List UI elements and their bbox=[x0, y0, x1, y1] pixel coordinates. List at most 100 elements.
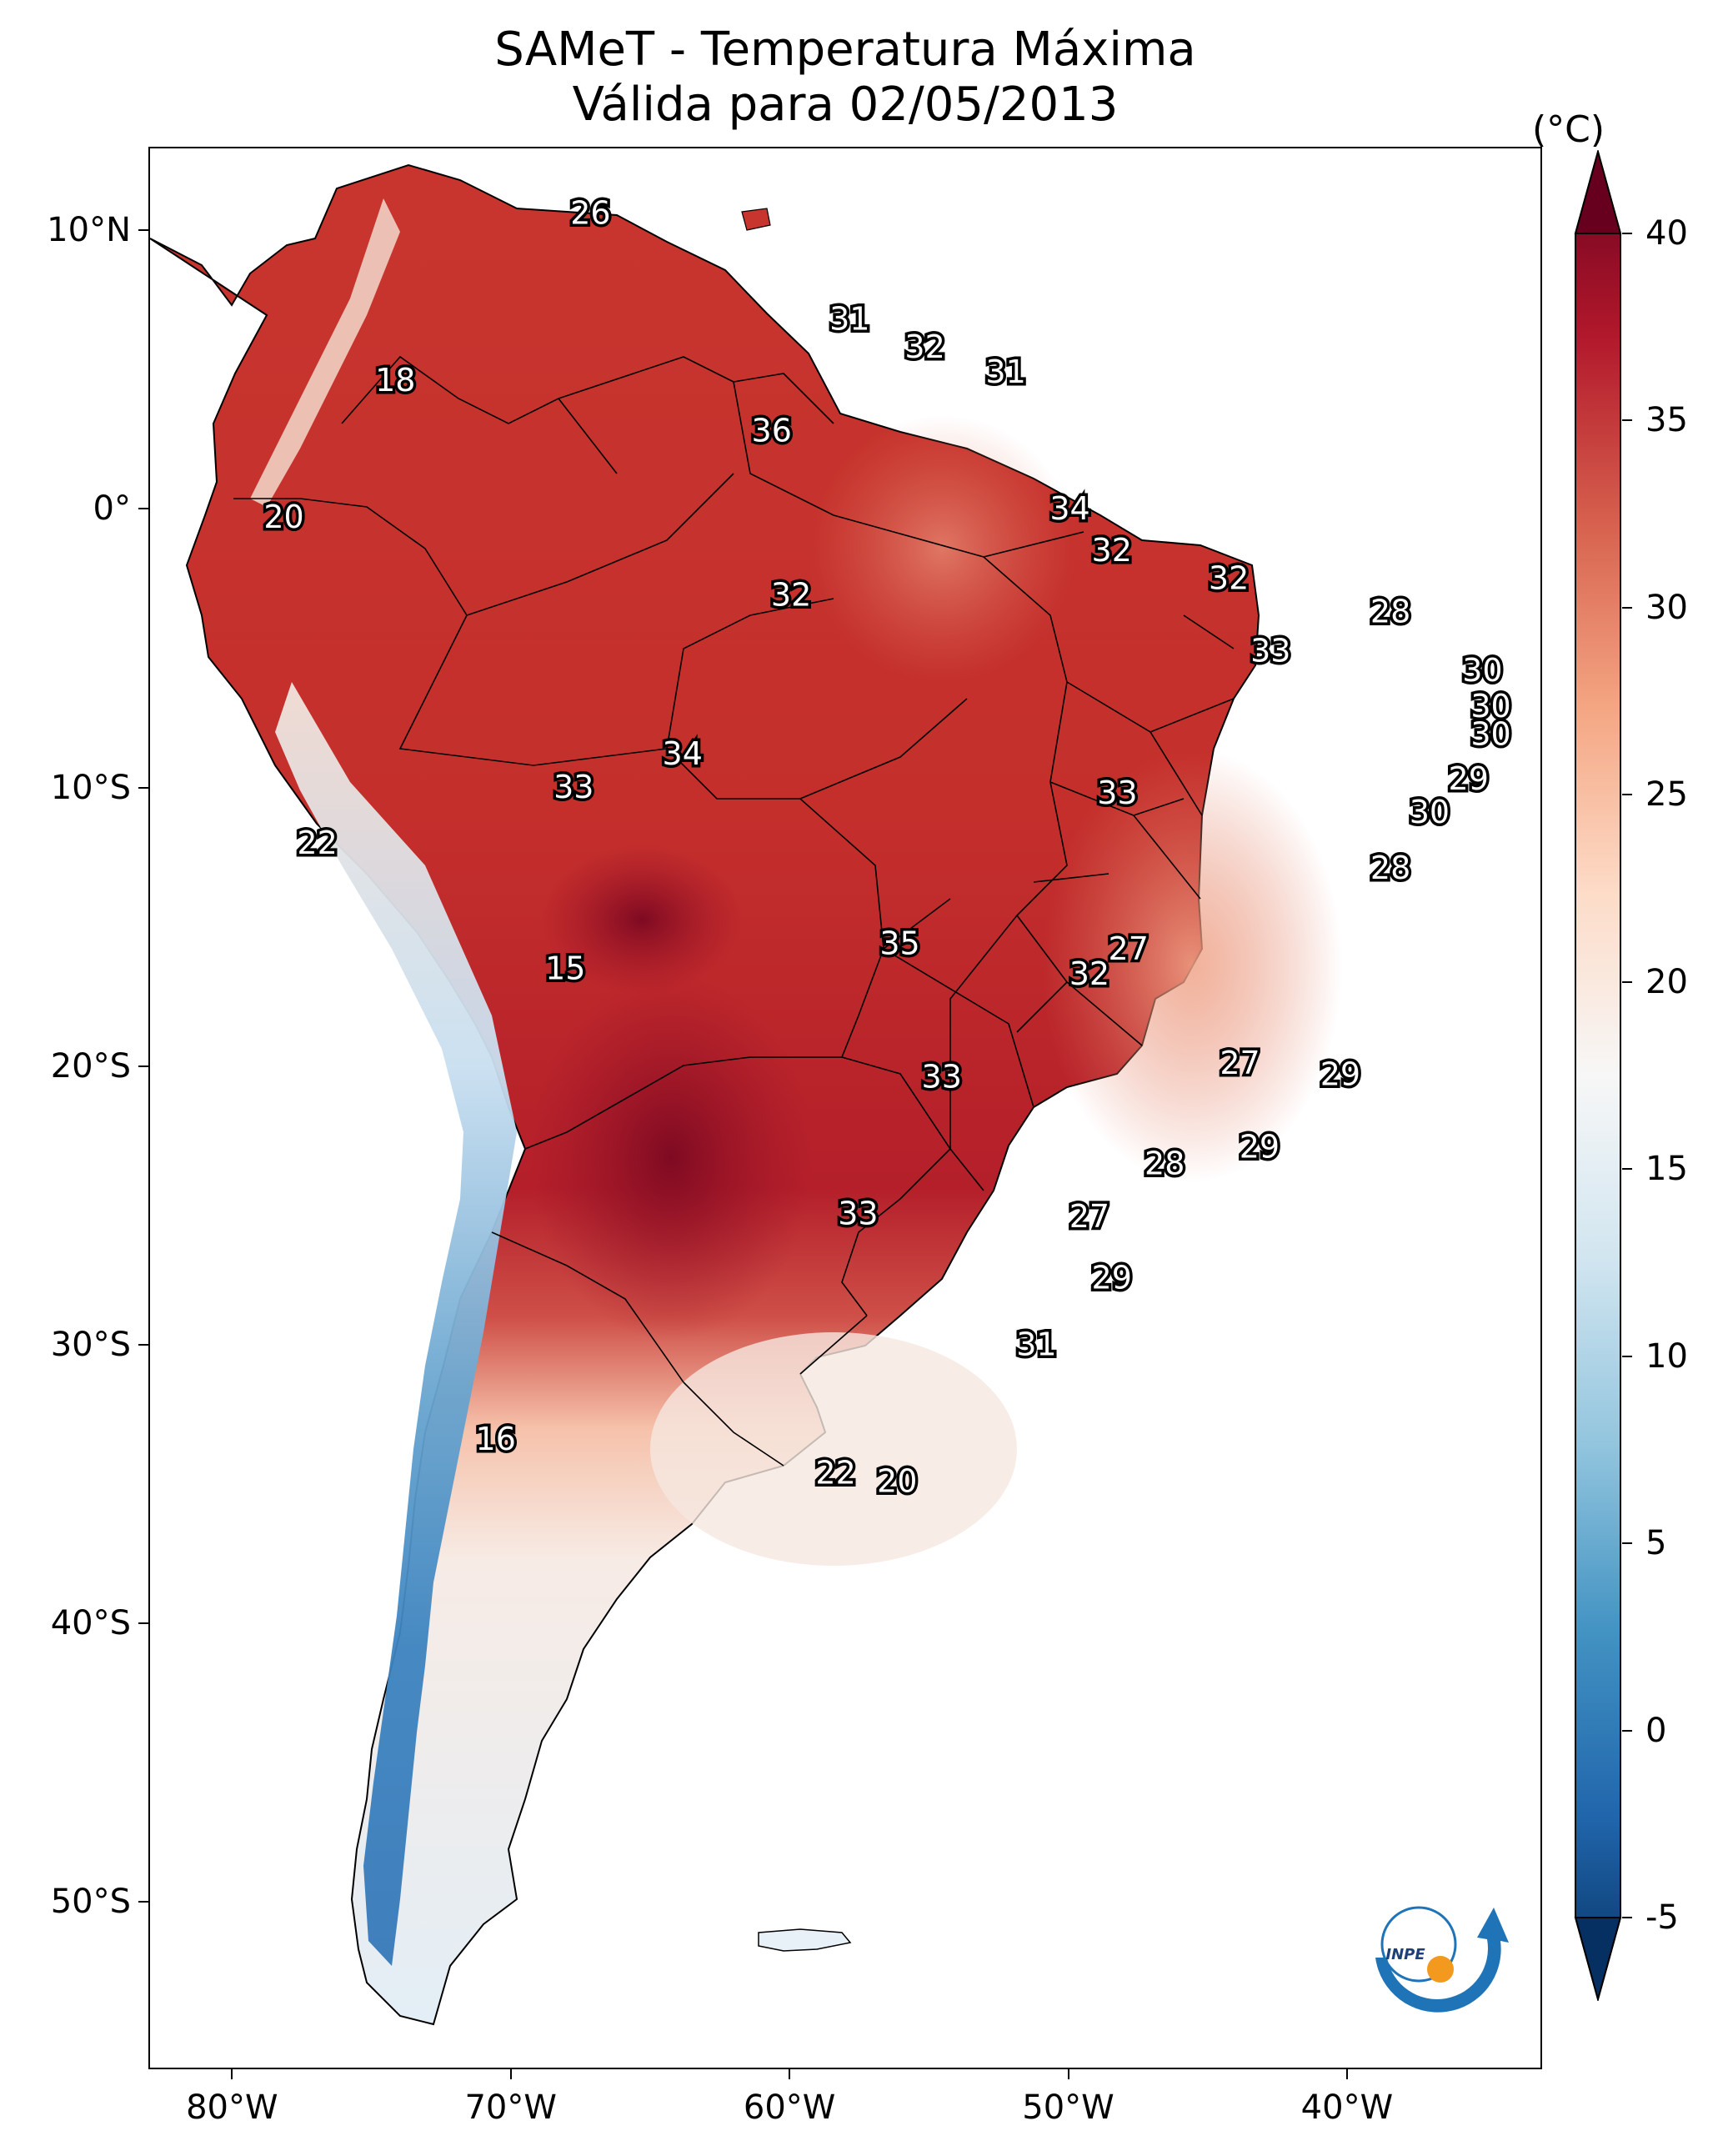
value-label: 20 bbox=[877, 1462, 917, 1499]
lon-tick-mark bbox=[789, 2069, 791, 2079]
colorbar bbox=[1574, 150, 1622, 2001]
value-label: 18 bbox=[375, 362, 415, 399]
falkland-islands bbox=[758, 1928, 852, 1952]
value-label: 30 bbox=[1410, 794, 1450, 830]
value-label: 16 bbox=[476, 1421, 516, 1457]
lat-tick-mark bbox=[138, 1622, 148, 1625]
lon-tick-label: 60°W bbox=[743, 2088, 836, 2127]
value-label: 36 bbox=[752, 412, 792, 449]
lat-tick-label: 30°S bbox=[50, 1326, 131, 1365]
colorbar-min-extend bbox=[1574, 1917, 1622, 2001]
value-label: 32 bbox=[1092, 532, 1132, 569]
country-borders bbox=[233, 355, 1235, 1467]
lon-tick-label: 80°W bbox=[186, 2088, 278, 2127]
hot-core-bolivia bbox=[542, 845, 742, 995]
colorbar-tick-label: 35 bbox=[1645, 401, 1688, 440]
value-label: 33 bbox=[838, 1196, 878, 1232]
colorbar-tick-mark bbox=[1622, 1917, 1632, 1918]
colorbar-tick-label: 30 bbox=[1645, 588, 1688, 627]
hot-core-chaco bbox=[529, 974, 813, 1341]
inpe-logo-swoosh bbox=[1375, 1908, 1509, 2013]
value-label: 32 bbox=[771, 577, 811, 614]
colorbar-max-extend bbox=[1574, 150, 1622, 234]
lat-tick-label: 10°N bbox=[47, 211, 131, 250]
value-label: 26 bbox=[570, 195, 610, 232]
colorbar-tick-mark bbox=[1622, 1355, 1632, 1357]
lon-tick-mark bbox=[231, 2069, 233, 2079]
colorbar-tick-mark bbox=[1622, 606, 1632, 609]
value-label: 28 bbox=[1370, 594, 1410, 630]
value-label: 33 bbox=[1250, 632, 1290, 669]
colorbar-tick-label: 10 bbox=[1645, 1336, 1688, 1376]
mild-east-brazil bbox=[1042, 749, 1342, 1182]
lat-tick-label: 10°S bbox=[50, 768, 131, 807]
lat-tick-label: 0° bbox=[93, 489, 131, 529]
value-label: 27 bbox=[1220, 1045, 1260, 1081]
value-label: 32 bbox=[1209, 560, 1249, 597]
colorbar-tick-label: 40 bbox=[1645, 214, 1688, 253]
value-label: 31 bbox=[1016, 1326, 1056, 1363]
value-label: 29 bbox=[1092, 1259, 1132, 1296]
colorbar-tick-mark bbox=[1622, 233, 1632, 234]
lat-tick-mark bbox=[138, 786, 148, 789]
lon-tick-label: 40°W bbox=[1300, 2088, 1394, 2127]
inpe-logo-sun bbox=[1427, 1956, 1454, 1983]
value-label: 22 bbox=[297, 825, 337, 861]
lon-tick-label: 50°W bbox=[1022, 2088, 1114, 2127]
lon-tick-mark bbox=[1067, 2069, 1069, 2079]
map-title: SAMeT - Temperatura Máxima bbox=[494, 23, 1196, 77]
colorbar-tick-mark bbox=[1622, 1168, 1632, 1171]
value-label: 31 bbox=[829, 301, 869, 338]
lat-tick-mark bbox=[138, 1344, 148, 1346]
caribbean-islands bbox=[741, 208, 771, 231]
map-panel: INPE 26 18 20 31 32 31 36 34 32 32 32 28 33 30 30 30 29 3… bbox=[148, 147, 1542, 2069]
value-label: 30 bbox=[1470, 716, 1510, 753]
value-label: 29 bbox=[1240, 1128, 1280, 1165]
map-subtitle-date: Válida para 02/05/2013 bbox=[572, 78, 1119, 132]
value-label: 15 bbox=[545, 950, 585, 986]
lon-tick-mark bbox=[509, 2069, 512, 2079]
value-label: 30 bbox=[1462, 652, 1502, 689]
colorbar-tick-label: -5 bbox=[1645, 1898, 1679, 1937]
colorbar-tick-label: 15 bbox=[1645, 1150, 1688, 1189]
lon-tick-mark bbox=[1345, 2069, 1348, 2079]
colorbar-tick-mark bbox=[1622, 794, 1632, 796]
colorbar-tick-label: 20 bbox=[1645, 962, 1688, 1001]
colorbar-tick-label: 0 bbox=[1645, 1711, 1667, 1750]
inpe-logo-text: INPE bbox=[1385, 1946, 1425, 1963]
value-label: 32 bbox=[904, 328, 944, 365]
lat-tick-mark bbox=[138, 508, 148, 510]
colorbar-unit: (°C) bbox=[1532, 108, 1605, 151]
value-label: 33 bbox=[1097, 775, 1137, 811]
lat-tick-label: 40°S bbox=[50, 1604, 131, 1643]
colorbar-body bbox=[1575, 150, 1621, 2001]
andes-cold-strip bbox=[275, 682, 517, 1966]
value-label: 35 bbox=[879, 925, 919, 961]
pampas-zone bbox=[650, 1332, 1017, 1566]
lat-tick-mark bbox=[138, 229, 148, 232]
value-label: 27 bbox=[1109, 930, 1149, 967]
colorbar-tick-mark bbox=[1622, 1729, 1632, 1732]
mild-north-brazil bbox=[809, 415, 1075, 682]
value-label: 34 bbox=[1049, 490, 1089, 527]
colorbar-tick-mark bbox=[1622, 419, 1632, 422]
value-label: 33 bbox=[922, 1059, 962, 1096]
value-label: 27 bbox=[1069, 1198, 1109, 1235]
value-label: 30 bbox=[1470, 688, 1510, 725]
colorbar-tick-mark bbox=[1622, 980, 1632, 983]
value-label: 31 bbox=[985, 353, 1025, 390]
inpe-logo-ring bbox=[1380, 1906, 1457, 1983]
value-label: 28 bbox=[1144, 1145, 1185, 1181]
lat-tick-mark bbox=[138, 1065, 148, 1067]
colorbar-tick-mark bbox=[1622, 1542, 1632, 1545]
value-label: 29 bbox=[1320, 1055, 1360, 1092]
value-label: 22 bbox=[815, 1454, 855, 1491]
andes-north-strip bbox=[250, 198, 400, 507]
colorbar-tick-label: 5 bbox=[1645, 1524, 1667, 1563]
lat-tick-label: 50°S bbox=[50, 1883, 131, 1922]
inpe-logo: INPE bbox=[1375, 1906, 1509, 2013]
lat-tick-mark bbox=[138, 1901, 148, 1903]
lat-tick-label: 20°S bbox=[50, 1046, 131, 1086]
